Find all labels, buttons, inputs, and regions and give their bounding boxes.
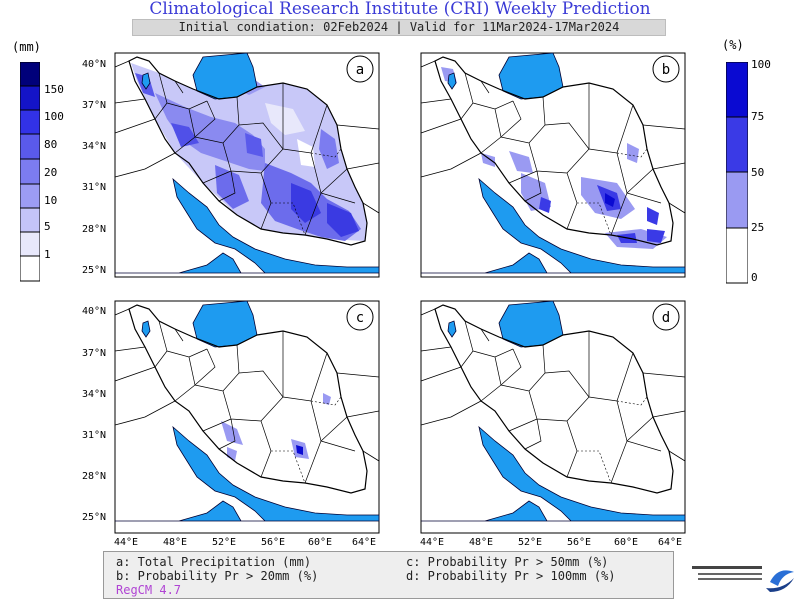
lat-label: 31°N xyxy=(82,182,107,193)
lat-label: 28°N xyxy=(82,471,107,482)
colorbar-right-label: 0 xyxy=(751,271,758,284)
lon-label: 60°E xyxy=(614,537,639,548)
legend-item-c: c: Probability Pr > 50mm (%) xyxy=(406,555,609,569)
panel-d-map: d xyxy=(420,300,686,534)
page-title: Climatological Research Institute (CRI) … xyxy=(149,0,651,19)
colorbar-left-label: 1 xyxy=(44,248,51,261)
lat-label: 37°N xyxy=(82,100,107,111)
lon-label: 60°E xyxy=(308,537,333,548)
colorbar-left-label: 10 xyxy=(44,194,58,207)
legend-item-b: b: Probability Pr > 20mm (%) xyxy=(116,569,319,583)
colorbar-left-label: 100 xyxy=(44,110,64,123)
colorbar-right-label: 25 xyxy=(751,221,765,234)
lat-label: 25°N xyxy=(82,265,107,276)
panel-b-map: b xyxy=(420,52,686,278)
panel-c-map: c xyxy=(114,300,380,534)
colorbar-right-label: 50 xyxy=(751,166,765,179)
institute-logo xyxy=(692,566,794,592)
lon-label: 64°E xyxy=(658,537,683,548)
lon-label: 52°E xyxy=(518,537,543,548)
lon-label: 56°E xyxy=(567,537,592,548)
lat-label: 25°N xyxy=(82,512,107,523)
lon-label: 64°E xyxy=(352,537,377,548)
prob-field-50mm xyxy=(221,393,331,461)
panel-a-letter: a xyxy=(356,62,364,78)
lon-label: 44°E xyxy=(420,537,445,548)
colorbar-left xyxy=(20,62,40,282)
subtitle-banner: Initial condiation: 02Feb2024 | Valid fo… xyxy=(132,19,666,36)
colorbar-left-unit: (mm) xyxy=(12,40,41,54)
lat-label: 40°N xyxy=(82,306,107,317)
lat-label: 37°N xyxy=(82,348,107,359)
colorbar-left-label: 150 xyxy=(44,83,64,96)
colorbar-right-unit: (%) xyxy=(722,38,744,52)
lon-label: 56°E xyxy=(261,537,286,548)
colorbar-left-label: 80 xyxy=(44,138,58,151)
panel-d-letter: d xyxy=(662,310,670,326)
model-label: RegCM 4.7 xyxy=(116,583,182,597)
colorbar-left-label: 20 xyxy=(44,166,58,179)
colorbar-right xyxy=(726,62,748,284)
legend-item-d: d: Probability Pr > 100mm (%) xyxy=(406,569,616,583)
lat-label: 34°N xyxy=(82,389,107,400)
legend-box: a: Total Precipitation (mm) b: Probabili… xyxy=(103,551,674,599)
lon-label: 44°E xyxy=(114,537,139,548)
panel-b-letter: b xyxy=(662,62,670,78)
lat-label: 28°N xyxy=(82,224,107,235)
legend-item-a: a: Total Precipitation (mm) xyxy=(116,555,312,569)
lon-label: 52°E xyxy=(212,537,237,548)
lat-label: 40°N xyxy=(82,59,107,70)
colorbar-left-label: 5 xyxy=(44,220,51,233)
colorbar-right-label: 100 xyxy=(751,58,771,71)
lat-label: 34°N xyxy=(82,141,107,152)
lat-label: 31°N xyxy=(82,430,107,441)
lon-label: 48°E xyxy=(469,537,494,548)
colorbar-right-label: 75 xyxy=(751,110,765,123)
lon-label: 48°E xyxy=(163,537,188,548)
panel-a-map: a xyxy=(114,52,380,278)
panel-c-letter: c xyxy=(356,310,364,326)
